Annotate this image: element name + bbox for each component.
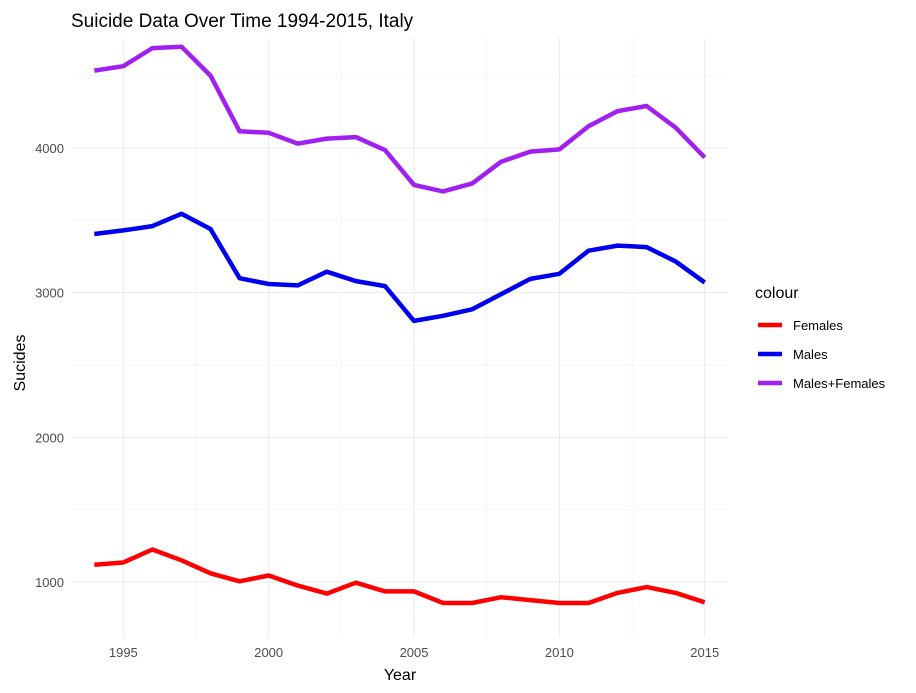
legend-label-males: Males — [793, 347, 828, 362]
x-tick-label: 2015 — [690, 645, 719, 660]
legend-label-females: Females — [793, 318, 843, 333]
x-tick-label: 1995 — [109, 645, 138, 660]
y-tick-label: 2000 — [35, 430, 64, 445]
series-line-males — [94, 211, 707, 324]
grid — [71, 38, 728, 637]
legend-title: colour — [755, 285, 799, 302]
y-tick-label: 3000 — [35, 286, 64, 301]
y-tick-label: 1000 — [35, 575, 64, 590]
series-layer — [93, 44, 707, 606]
x-axis-title: Year — [384, 667, 417, 684]
x-tick-label: 2000 — [254, 645, 283, 660]
series-line-females — [94, 547, 706, 606]
x-tick-label: 2005 — [400, 645, 429, 660]
chart-title: Suicide Data Over Time 1994-2015, Italy — [71, 11, 414, 32]
legend-label-males-females: Males+Females — [793, 376, 886, 391]
x-axis-ticks: 1995 2000 2005 2010 2015 — [109, 645, 719, 660]
legend: colour Females Males Males+Females — [755, 285, 886, 391]
legend-items: Females Males Males+Females — [758, 318, 886, 391]
y-axis-ticks: 1000 2000 3000 4000 — [35, 141, 64, 590]
y-axis-title: Sucides — [12, 335, 29, 392]
series-line-males-females — [93, 44, 707, 194]
x-tick-label: 2010 — [545, 645, 574, 660]
y-tick-label: 4000 — [35, 141, 64, 156]
